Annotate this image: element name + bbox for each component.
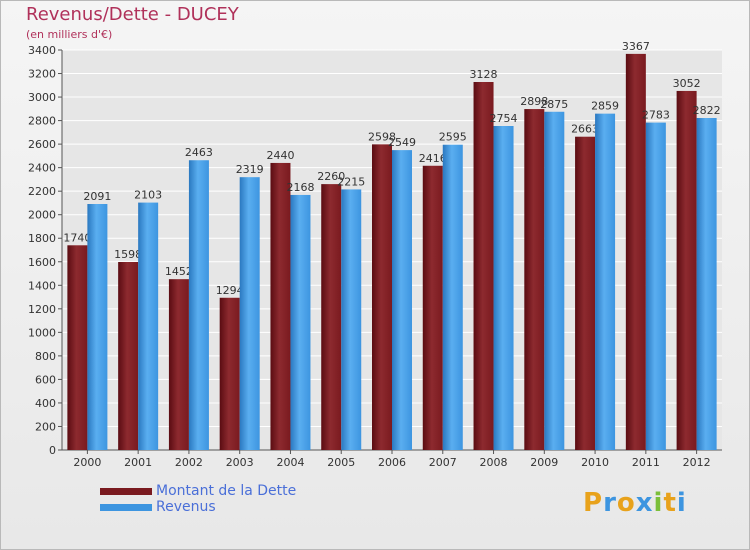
data-label-revenus: 2215 [337, 175, 365, 188]
logo-letter: o [616, 488, 636, 518]
bar-dette [422, 165, 443, 450]
data-label-dette: 3367 [622, 40, 650, 53]
bar-revenus [138, 202, 159, 450]
legend-swatch-dette [100, 488, 152, 495]
y-tick-label: 2000 [28, 209, 56, 222]
legend-swatch-revenus [100, 504, 152, 511]
data-label-revenus: 2595 [439, 131, 467, 144]
y-tick-label: 1800 [28, 232, 56, 245]
chart-subtitle: (en milliers d'€) [26, 28, 113, 41]
x-tick-label: 2005 [327, 456, 355, 469]
x-tick-label: 2007 [429, 456, 457, 469]
chart-title: Revenus/Dette - DUCEY [26, 4, 239, 25]
bar-dette [321, 184, 342, 450]
data-label-revenus: 2103 [134, 189, 162, 202]
data-label-dette: 3128 [470, 68, 498, 81]
proxiti-logo: Proxiti [583, 488, 687, 518]
x-tick-label: 2011 [632, 456, 660, 469]
x-tick-label: 2001 [124, 456, 152, 469]
y-tick-label: 1000 [28, 326, 56, 339]
bar-revenus [595, 113, 616, 450]
logo-letter: P [583, 488, 604, 518]
logo-letter: i [653, 488, 664, 518]
bar-dette [118, 262, 139, 450]
bar-revenus [645, 122, 666, 451]
legend-label-dette: Montant de la Dette [156, 483, 297, 499]
data-label-revenus: 2859 [591, 100, 619, 113]
bar-dette [524, 109, 545, 450]
x-tick-label: 2008 [480, 456, 508, 469]
data-label-dette: 2898 [520, 95, 548, 108]
bar-revenus [290, 194, 311, 450]
bar-revenus [392, 150, 412, 450]
bar-dette [473, 82, 494, 450]
y-tick-label: 3000 [28, 91, 56, 104]
x-tick-label: 2010 [581, 456, 609, 469]
bar-revenus [696, 118, 717, 450]
data-label-dette: 1452 [165, 265, 193, 278]
data-label-dette: 1740 [63, 231, 91, 244]
y-tick-label: 3200 [28, 68, 56, 81]
logo-letter: t [663, 488, 677, 518]
y-tick-label: 1600 [28, 256, 56, 269]
bar-dette [219, 297, 240, 450]
logo-letter: r [603, 488, 617, 518]
data-label-dette: 2416 [419, 152, 447, 165]
data-label-revenus: 2463 [185, 146, 213, 159]
data-label-revenus: 2822 [693, 104, 721, 117]
x-tick-label: 2000 [73, 456, 101, 469]
y-tick-label: 0 [49, 444, 56, 457]
legend-label-revenus: Revenus [156, 499, 216, 515]
y-tick-label: 2200 [28, 185, 56, 198]
bar-dette [270, 162, 291, 451]
y-tick-label: 2400 [28, 162, 56, 175]
y-tick-label: 800 [35, 350, 56, 363]
data-label-dette: 2598 [368, 130, 396, 143]
y-tick-label: 3400 [28, 44, 56, 57]
x-tick-label: 2002 [175, 456, 203, 469]
x-tick-label: 2009 [530, 456, 558, 469]
data-label-revenus: 2091 [83, 190, 111, 203]
bar-revenus [544, 111, 565, 450]
bar-dette [372, 144, 392, 450]
x-tick-label: 2003 [226, 456, 254, 469]
data-label-revenus: 2875 [540, 98, 568, 111]
data-label-dette: 1598 [114, 248, 142, 261]
data-label-revenus: 2549 [388, 136, 416, 149]
data-label-revenus: 2319 [236, 163, 264, 176]
x-tick-label: 2004 [276, 456, 304, 469]
data-label-dette: 2440 [266, 149, 294, 162]
x-tick-label: 2012 [683, 456, 711, 469]
bar-revenus [341, 189, 362, 451]
x-tick-label: 2006 [378, 456, 406, 469]
data-label-dette: 2260 [317, 170, 345, 183]
y-tick-label: 2600 [28, 138, 56, 151]
y-tick-label: 200 [35, 420, 56, 433]
data-label-dette: 1294 [216, 284, 244, 297]
data-label-dette: 3052 [673, 77, 701, 90]
data-label-revenus: 2783 [642, 109, 670, 122]
bar-dette [168, 279, 189, 450]
data-label-revenus: 2168 [286, 181, 314, 194]
y-tick-label: 400 [35, 397, 56, 410]
bar-revenus [188, 160, 209, 450]
bar-dette [575, 136, 596, 451]
data-label-dette: 2663 [571, 123, 599, 136]
logo-letter: x [635, 488, 654, 518]
bar-dette [676, 90, 697, 451]
bar-revenus [87, 204, 108, 450]
y-tick-label: 1400 [28, 279, 56, 292]
bar-dette [625, 53, 646, 450]
y-tick-label: 2800 [28, 115, 56, 128]
bar-revenus [239, 177, 260, 451]
bar-revenus [493, 126, 514, 450]
y-tick-label: 1200 [28, 303, 56, 316]
logo-letter: i [676, 488, 687, 518]
bar-dette [67, 245, 88, 450]
bar-revenus [442, 144, 463, 451]
data-label-revenus: 2754 [490, 112, 518, 125]
y-tick-label: 600 [35, 373, 56, 386]
